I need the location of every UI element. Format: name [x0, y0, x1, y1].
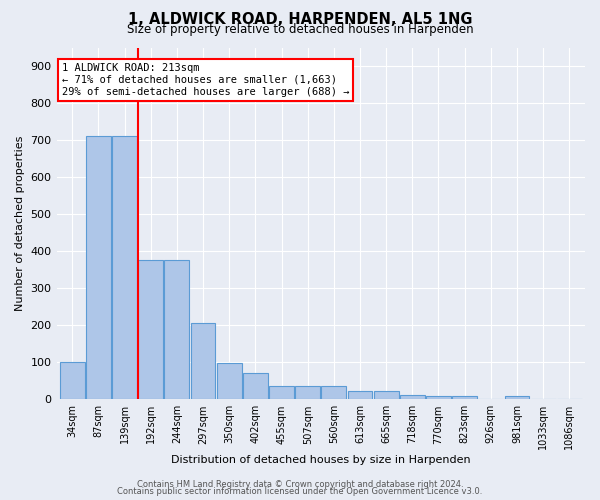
Bar: [505, 396, 529, 400]
Bar: [400, 395, 425, 400]
Bar: [243, 372, 268, 400]
Text: 1, ALDWICK ROAD, HARPENDEN, AL5 1NG: 1, ALDWICK ROAD, HARPENDEN, AL5 1NG: [128, 12, 472, 28]
Bar: [295, 386, 320, 400]
Bar: [452, 396, 477, 400]
Bar: [374, 391, 398, 400]
Bar: [86, 136, 111, 400]
Bar: [269, 386, 294, 400]
Bar: [322, 386, 346, 400]
Bar: [217, 364, 242, 400]
X-axis label: Distribution of detached houses by size in Harpenden: Distribution of detached houses by size …: [171, 455, 470, 465]
Bar: [191, 322, 215, 400]
Bar: [138, 260, 163, 400]
Bar: [164, 260, 190, 400]
Text: Contains HM Land Registry data © Crown copyright and database right 2024.: Contains HM Land Registry data © Crown c…: [137, 480, 463, 489]
Text: 1 ALDWICK ROAD: 213sqm
← 71% of detached houses are smaller (1,663)
29% of semi-: 1 ALDWICK ROAD: 213sqm ← 71% of detached…: [62, 64, 349, 96]
Bar: [347, 391, 373, 400]
Bar: [112, 136, 137, 400]
Bar: [60, 362, 85, 400]
Text: Size of property relative to detached houses in Harpenden: Size of property relative to detached ho…: [127, 22, 473, 36]
Y-axis label: Number of detached properties: Number of detached properties: [15, 136, 25, 311]
Text: Contains public sector information licensed under the Open Government Licence v3: Contains public sector information licen…: [118, 487, 482, 496]
Bar: [426, 396, 451, 400]
